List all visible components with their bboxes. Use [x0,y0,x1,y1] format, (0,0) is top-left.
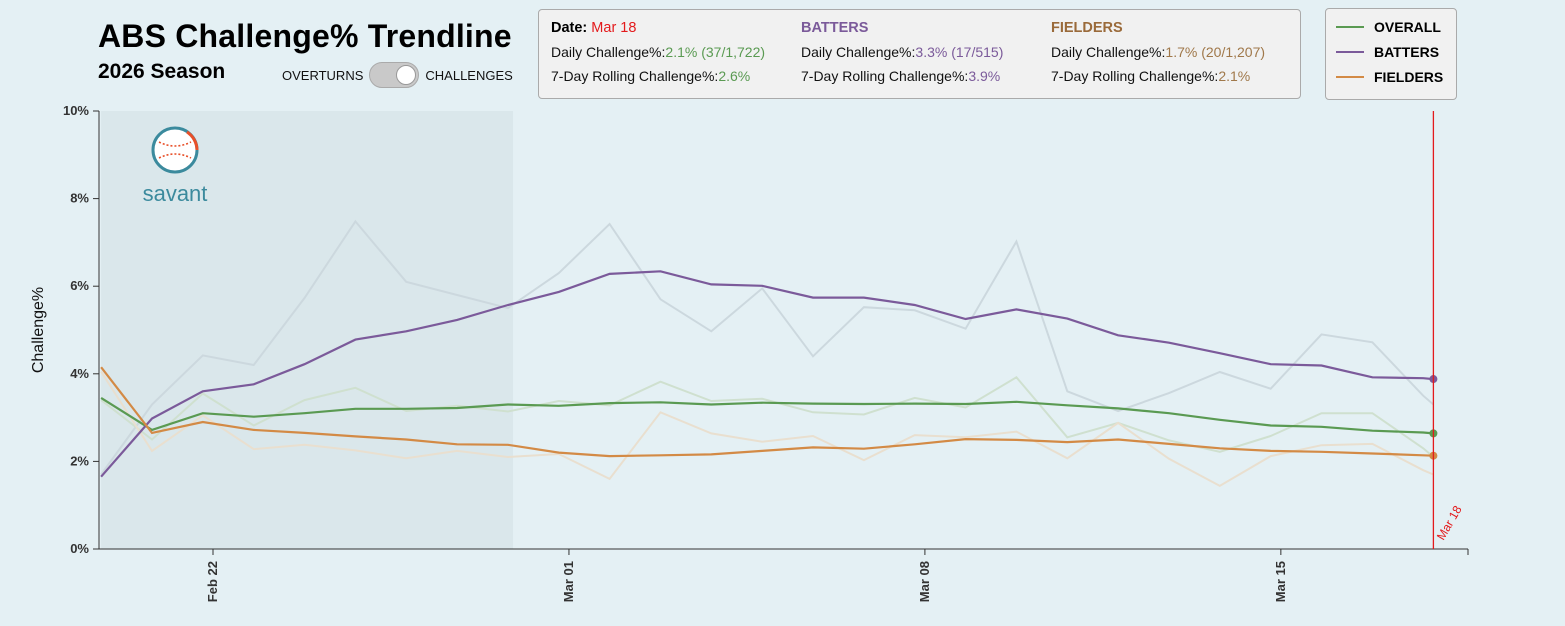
fielders-daily-label: Daily Challenge%: [1051,44,1166,60]
batters-daily-label: Daily Challenge%: [801,44,916,60]
info-date-value: Mar 18 [591,20,637,36]
x-tick-label: Mar 15 [1273,561,1288,602]
axis-layer: 0% 2% 4% 6% 8% 10% Feb 22 Mar 01 Mar 08 Mar 15 [63,103,1469,602]
daily-line-batters-daily [100,219,1435,476]
info-fielders-col: FIELDERS Daily Challenge%:1.7% (20/1,207… [1051,20,1265,89]
legend-item-overall[interactable]: OVERALL [1336,19,1441,35]
legend-label-overall: OVERALL [1374,19,1441,35]
spring-training-shade [101,111,514,549]
x-tick-label: Mar 01 [561,561,576,602]
legend-item-fielders[interactable]: FIELDERS [1336,69,1443,85]
legend-swatch-batters [1336,51,1364,53]
daily-line-fielders-daily [100,371,1434,488]
legend: OVERALL BATTERS FIELDERS [1325,8,1457,100]
toggle-label-challenges[interactable]: CHALLENGES [425,67,513,83]
y-tick-label: 6% [70,278,89,293]
daily-lines-layer [100,219,1435,488]
legend-label-batters: BATTERS [1374,44,1440,60]
rolling-line-overall [100,396,1434,435]
legend-label-fielders: FIELDERS [1374,69,1444,85]
overall-rolling-value: 2.6% [718,68,751,84]
rolling-line-batters [100,270,1434,478]
x-tick-label: Feb 22 [205,561,220,602]
y-tick-label: 2% [70,453,89,468]
info-date-label: Date: [551,20,588,36]
daily-line-overall-daily [100,376,1435,458]
fielders-daily-value: 1.7% (20/1,207) [1165,44,1266,60]
legend-swatch-fielders [1336,76,1364,78]
logo-text: savant [142,181,208,206]
legend-swatch-overall [1336,26,1364,28]
baseball-icon [151,126,199,174]
mode-toggle-group: OVERTURNS CHALLENGES [282,62,513,88]
info-batters-col: BATTERS Daily Challenge%:3.3% (17/515) 7… [801,20,1003,89]
mode-toggle-switch[interactable] [369,62,420,88]
y-tick-label: 4% [70,366,89,381]
y-tick-label: 0% [70,541,89,556]
info-batters-header: BATTERS [801,20,869,36]
batters-daily-value: 3.3% (17/515) [915,44,1004,60]
info-tooltip-box: Date: Mar 18 Daily Challenge%:2.1% (37/1… [538,9,1301,99]
overall-rolling-label: 7-Day Rolling Challenge%: [551,68,719,84]
batters-rolling-value: 3.9% [968,68,1001,84]
y-tick-label: 8% [70,191,89,206]
info-overall-col: Date: Mar 18 Daily Challenge%:2.1% (37/1… [551,20,765,89]
fielders-rolling-value: 2.1% [1218,68,1251,84]
legend-item-batters[interactable]: BATTERS [1336,44,1439,60]
rolling-lines-layer [100,270,1438,478]
toggle-knob [396,65,417,85]
toggle-label-overturns[interactable]: OVERTURNS [282,67,364,83]
fielders-rolling-label: 7-Day Rolling Challenge%: [1051,68,1219,84]
batters-rolling-label: 7-Day Rolling Challenge%: [801,68,969,84]
date-marker-label: Mar 18 [1434,503,1465,543]
chart-title: ABS Challenge% Trendline [98,18,512,54]
savant-logo: savant [141,126,209,207]
season-subtitle: 2026 Season [98,60,226,83]
x-tick-label: Mar 08 [917,561,932,602]
rolling-line-fielders [100,366,1434,458]
y-axis-label: Challenge% [30,287,47,373]
overall-daily-label: Daily Challenge%: [551,44,666,60]
shade-layer [101,111,514,549]
date-marker-layer: Mar 18 [1432,111,1465,549]
overall-daily-value: 2.1% (37/1,722) [665,44,766,60]
y-tick-label: 10% [63,103,89,118]
info-fielders-header: FIELDERS [1051,20,1123,36]
